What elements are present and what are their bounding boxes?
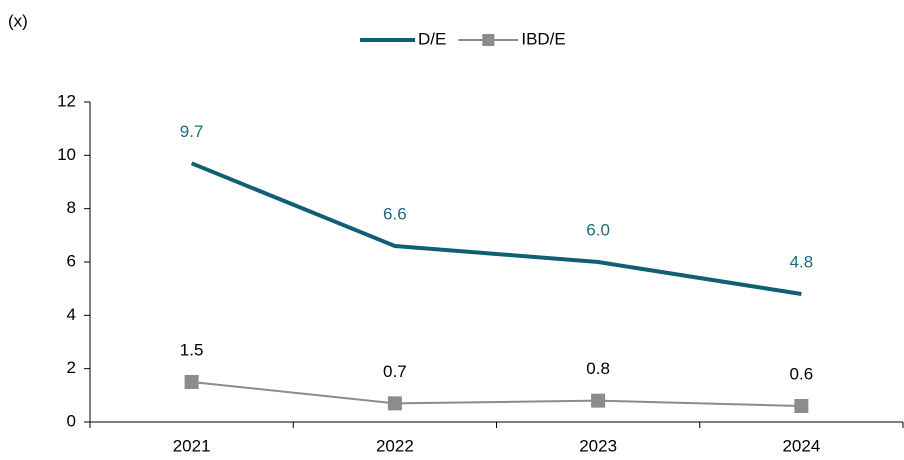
y-tick-label: 10 — [57, 145, 76, 164]
y-tick-label: 6 — [67, 251, 76, 270]
legend-marker — [482, 34, 495, 46]
y-tick-label: 4 — [67, 305, 76, 324]
data-label: 9.7 — [180, 122, 204, 141]
data-label: 6.0 — [586, 220, 610, 239]
marker — [794, 399, 809, 413]
marker — [387, 396, 402, 411]
y-tick-label: 0 — [67, 411, 76, 430]
legend-label: IBD/E — [521, 29, 565, 48]
x-tick-label: 2023 — [579, 436, 617, 455]
series-line — [191, 381, 802, 407]
y-tick-label: 12 — [57, 91, 76, 110]
y-axis-label: (x) — [8, 11, 28, 30]
data-label: 6.6 — [383, 204, 407, 223]
data-label: 4.8 — [790, 252, 814, 271]
data-label: 1.5 — [180, 340, 204, 359]
x-tick-label: 2021 — [173, 436, 211, 455]
marker — [184, 375, 199, 389]
data-label: 0.7 — [383, 362, 407, 381]
data-label: 0.8 — [586, 359, 610, 378]
marker — [591, 393, 606, 408]
x-tick-label: 2022 — [376, 436, 414, 455]
legend-label: D/E — [418, 29, 446, 48]
data-label: 0.6 — [790, 364, 814, 383]
y-tick-label: 2 — [67, 358, 76, 377]
x-tick-label: 2024 — [782, 436, 820, 455]
y-tick-label: 8 — [67, 198, 76, 217]
series-line — [190, 161, 802, 296]
